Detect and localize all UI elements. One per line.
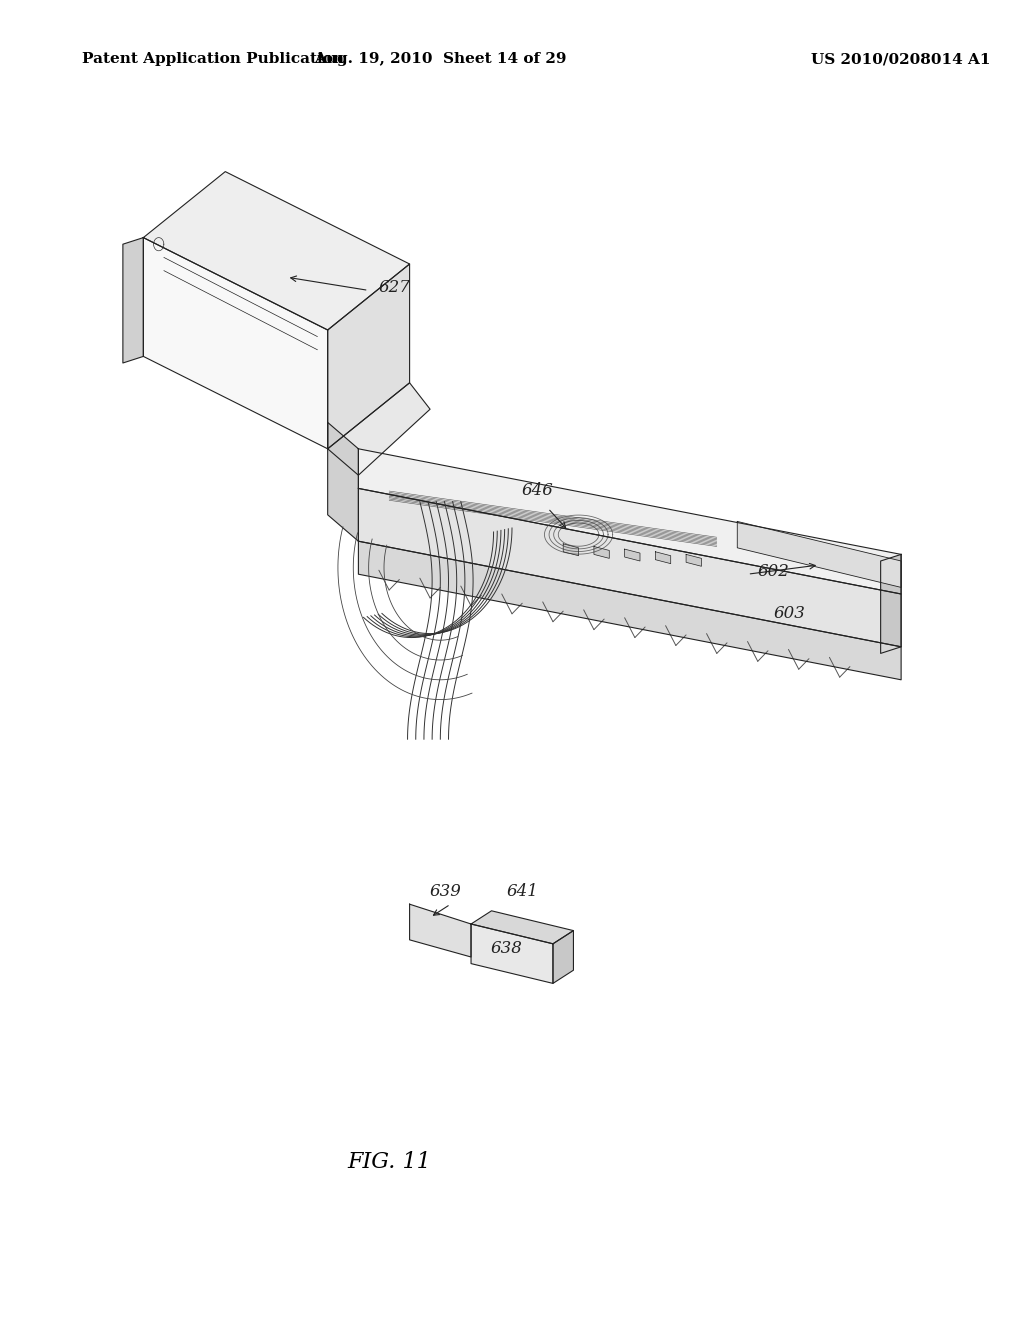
Text: 641: 641	[506, 883, 539, 900]
Text: 627: 627	[379, 280, 411, 296]
Polygon shape	[143, 172, 410, 330]
Polygon shape	[358, 541, 901, 680]
Polygon shape	[553, 931, 573, 983]
Polygon shape	[358, 488, 901, 647]
Polygon shape	[471, 911, 573, 944]
Polygon shape	[471, 924, 553, 983]
Polygon shape	[358, 449, 901, 594]
Polygon shape	[563, 544, 579, 556]
Polygon shape	[328, 422, 358, 541]
Text: Patent Application Publication: Patent Application Publication	[82, 53, 344, 66]
Polygon shape	[594, 546, 609, 558]
Text: FIG. 11: FIG. 11	[347, 1151, 431, 1172]
Polygon shape	[686, 554, 701, 566]
Polygon shape	[123, 238, 143, 363]
Polygon shape	[328, 383, 430, 475]
Polygon shape	[625, 549, 640, 561]
Text: Aug. 19, 2010  Sheet 14 of 29: Aug. 19, 2010 Sheet 14 of 29	[314, 53, 566, 66]
Polygon shape	[881, 554, 901, 653]
Text: 646: 646	[521, 482, 554, 499]
Polygon shape	[143, 238, 328, 449]
Text: 602: 602	[758, 564, 790, 579]
Text: 639: 639	[429, 883, 462, 900]
Polygon shape	[737, 521, 901, 587]
Text: 638: 638	[490, 940, 523, 957]
Text: US 2010/0208014 A1: US 2010/0208014 A1	[811, 53, 991, 66]
Polygon shape	[410, 904, 471, 957]
Polygon shape	[655, 552, 671, 564]
Polygon shape	[328, 264, 410, 449]
Text: 603: 603	[773, 606, 805, 622]
